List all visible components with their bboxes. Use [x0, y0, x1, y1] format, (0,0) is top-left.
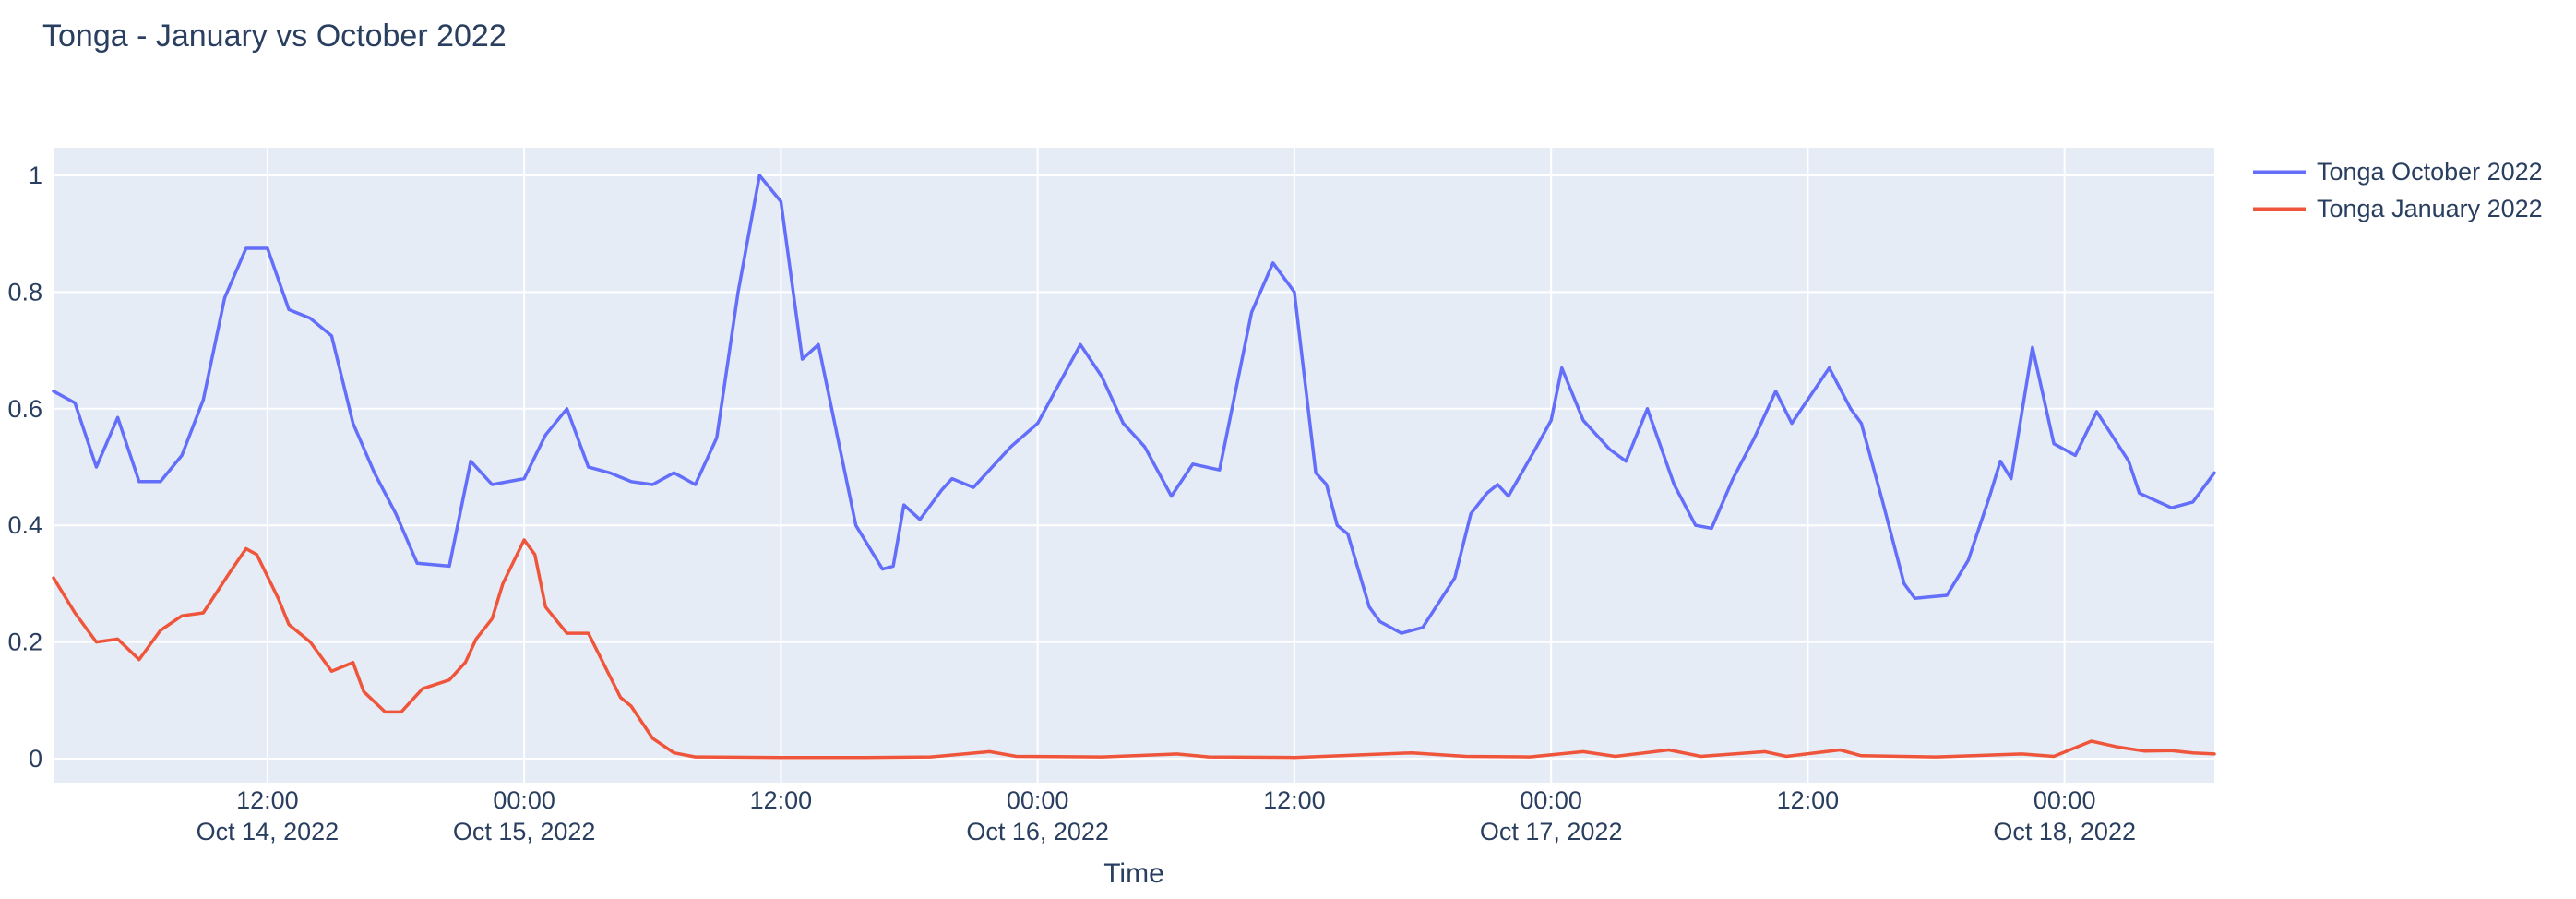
- x-tick-time-label: 12:00: [1777, 786, 1840, 814]
- legend-line-swatch: [2253, 170, 2306, 174]
- y-tick-label: 0.8: [7, 278, 42, 306]
- x-tick-time-label: 00:00: [1007, 786, 1069, 814]
- legend-label: Tonga October 2022: [2317, 157, 2543, 186]
- x-tick-date-label: Oct 18, 2022: [1993, 818, 2136, 845]
- x-tick-time-label: 12:00: [750, 786, 813, 814]
- x-tick-date-label: Oct 15, 2022: [453, 818, 596, 845]
- x-tick-date-label: Oct 17, 2022: [1480, 818, 1623, 845]
- x-tick-date-label: Oct 14, 2022: [197, 818, 340, 845]
- y-tick-label: 0.2: [7, 629, 42, 656]
- x-tick-date-label: Oct 16, 2022: [966, 818, 1109, 845]
- legend-label: Tonga January 2022: [2317, 194, 2543, 222]
- y-tick-label: 0.6: [7, 395, 42, 423]
- y-tick-label: 0: [29, 745, 42, 773]
- legend-item-october[interactable]: Tonga October 2022: [2253, 153, 2543, 190]
- y-tick-label: 0.4: [7, 511, 42, 539]
- x-tick-time-label: 00:00: [1520, 786, 1582, 814]
- legend: Tonga October 2022 Tonga January 2022: [2253, 153, 2543, 227]
- legend-item-january[interactable]: Tonga January 2022: [2253, 190, 2543, 227]
- x-tick-time-label: 00:00: [2033, 786, 2096, 814]
- x-tick-time-label: 00:00: [493, 786, 555, 814]
- legend-line-swatch: [2253, 207, 2306, 211]
- x-tick-time-label: 12:00: [1263, 786, 1326, 814]
- series-line-october[interactable]: [52, 174, 2216, 635]
- plot-area[interactable]: [54, 148, 2214, 783]
- chart-title: Tonga - January vs October 2022: [42, 18, 507, 54]
- x-axis-title: Time: [1103, 858, 1164, 889]
- x-tick-time-label: 12:00: [236, 786, 299, 814]
- series-line-january[interactable]: [52, 538, 2216, 760]
- y-tick-label: 1: [29, 162, 42, 189]
